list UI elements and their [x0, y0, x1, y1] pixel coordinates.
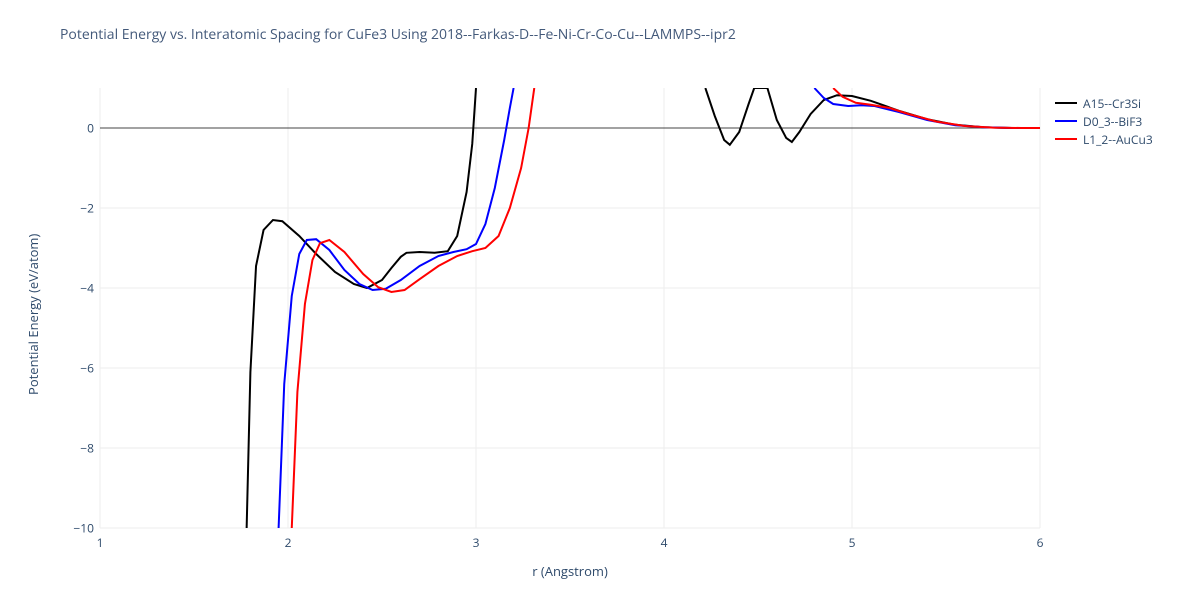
legend-swatch [1055, 138, 1077, 140]
series-line [279, 88, 514, 528]
legend-label: D0_3--BiF3 [1083, 113, 1142, 130]
x-tick-label: 1 [97, 534, 104, 551]
y-tick-label: −10 [66, 520, 94, 537]
y-tick-label: 0 [66, 120, 94, 137]
x-tick-label: 2 [285, 534, 292, 551]
legend-label: L1_2--AuCu3 [1083, 131, 1153, 148]
y-tick-label: −4 [66, 280, 94, 297]
chart-title: Potential Energy vs. Interatomic Spacing… [60, 25, 736, 44]
y-tick-label: −6 [66, 360, 94, 377]
x-tick-label: 6 [1037, 534, 1044, 551]
series-line [705, 88, 1040, 145]
legend-item[interactable]: L1_2--AuCu3 [1055, 130, 1153, 148]
legend-item[interactable]: A15--Cr3Si [1055, 94, 1153, 112]
legend: A15--Cr3SiD0_3--BiF3L1_2--AuCu3 [1055, 94, 1153, 148]
series-line [814, 88, 1040, 128]
y-tick-label: −8 [66, 440, 94, 457]
legend-swatch [1055, 102, 1077, 104]
x-tick-label: 5 [849, 534, 856, 551]
legend-item[interactable]: D0_3--BiF3 [1055, 112, 1153, 130]
x-tick-label: 3 [473, 534, 480, 551]
y-axis-label: Potential Energy (eV/atom) [24, 234, 42, 395]
x-axis-label: r (Angstrom) [532, 562, 608, 580]
grid [100, 88, 1040, 528]
series-group [247, 88, 1040, 528]
x-tick-label: 4 [661, 534, 668, 551]
legend-label: A15--Cr3Si [1083, 95, 1141, 112]
series-line [833, 88, 1040, 128]
plot-area [100, 88, 1040, 528]
legend-swatch [1055, 120, 1077, 122]
series-line [292, 88, 535, 528]
y-tick-label: −2 [66, 200, 94, 217]
